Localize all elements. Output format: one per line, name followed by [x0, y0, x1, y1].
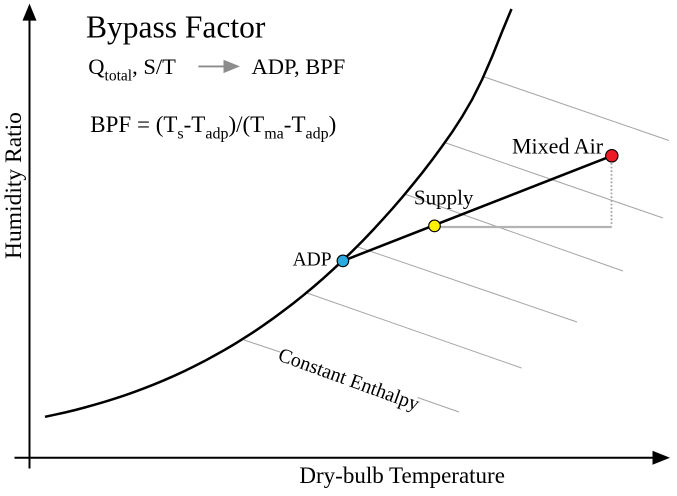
svg-text:ADP, BPF: ADP, BPF [252, 54, 346, 79]
svg-text:Bypass Factor: Bypass Factor [86, 10, 266, 45]
svg-text:Mixed Air: Mixed Air [512, 134, 604, 159]
svg-text:Supply: Supply [414, 186, 474, 210]
svg-text:Dry-bulb Temperature: Dry-bulb Temperature [299, 463, 505, 488]
svg-text:Humidity Ratio: Humidity Ratio [1, 112, 27, 259]
svg-text:ADP: ADP [293, 250, 332, 271]
